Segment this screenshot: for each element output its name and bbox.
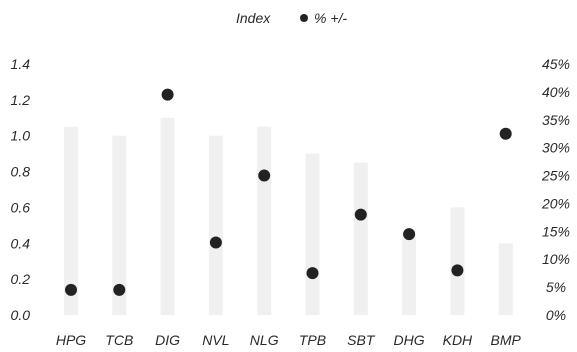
index-bar [112,135,127,315]
data-point [451,264,464,277]
x-tick-label: NVL [202,332,229,348]
x-tick-label: KDH [443,332,473,348]
right-tick-label: 5% [546,279,566,295]
index-bar [160,117,175,316]
left-tick-label: 0.2 [11,271,31,287]
data-point [209,236,222,249]
index-bar [305,153,320,315]
index-bar [257,126,272,315]
data-point [403,228,416,241]
index-bar [498,243,513,315]
x-tick-label: NLG [250,332,279,348]
right-tick-label: 25% [541,168,570,184]
legend-label-index: Index [236,10,271,26]
left-tick-label: 0.8 [11,164,31,180]
legend-label-pct: % +/- [314,10,347,26]
data-point [113,283,126,296]
left-tick-label: 1.2 [11,92,31,108]
left-tick-label: 1.0 [11,128,31,144]
right-tick-label: 10% [542,251,570,267]
index-bar [402,234,417,315]
x-tick-label: DHG [394,332,425,348]
index-bars [64,117,513,316]
index-bar [450,207,465,315]
index-bar [353,162,368,315]
index-bar [208,135,223,315]
left-tick-label: 0.6 [11,199,31,215]
data-point [161,88,174,101]
x-tick-label: DIG [155,332,180,348]
x-tick-label: TCB [105,332,133,348]
right-tick-label: 0% [546,307,566,323]
x-tick-label: SBT [347,332,376,348]
right-tick-label: 45% [542,56,570,72]
right-tick-label: 40% [542,84,570,100]
right-tick-label: 20% [541,195,570,211]
left-axis-ticks: 0.0 0.2 0.4 0.6 0.8 1.0 1.2 1.4 [11,56,31,323]
data-point [354,208,367,221]
left-tick-label: 0.4 [11,235,31,251]
data-point [65,283,77,296]
data-point [499,127,512,140]
right-tick-label: 30% [542,140,570,156]
left-tick-label: 1.4 [11,56,31,72]
x-tick-label: HPG [56,332,86,348]
x-tick-label: BMP [491,332,522,348]
right-axis-ticks: 0% 5% 10% 15% 20% 25% 30% 35% 40% 45% [541,56,570,323]
right-tick-label: 35% [542,112,570,128]
index-bar [64,126,78,315]
data-point [258,169,271,182]
left-tick-label: 0.0 [11,307,31,323]
right-tick-label: 15% [542,223,570,239]
legend-dot-marker [300,14,308,22]
data-point [306,267,319,280]
x-tick-label: TPB [299,332,326,348]
x-axis-ticks: HPG TCB DIG NVL NLG TPB SBT DHG KDH BMP [56,332,522,348]
chart-legend: Index % +/- [236,10,347,26]
pct-points [65,88,512,296]
